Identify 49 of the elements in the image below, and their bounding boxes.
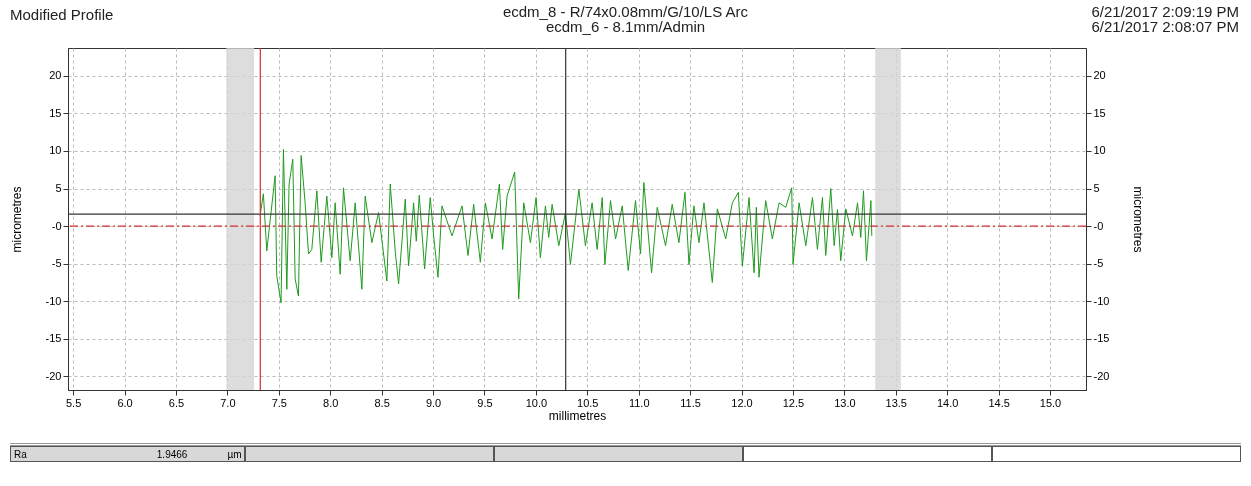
x-tick-label: 13.0 — [834, 396, 856, 409]
text: Ra — [14, 449, 27, 460]
x-tick-label: 13.5 — [885, 396, 907, 409]
x-tick-label: 14.5 — [988, 396, 1010, 409]
y-tick-label: -5 — [51, 257, 62, 270]
y2-tick-label: -5 — [1093, 257, 1104, 270]
x-tick-label: 9.5 — [477, 396, 493, 409]
y-tick-label: -0 — [51, 219, 62, 232]
x-tick-label: 8.5 — [374, 396, 390, 409]
y2-tick-label: 5 — [1093, 182, 1100, 195]
x-tick-label: 11.0 — [628, 396, 650, 409]
y-axis-title: micrometres — [9, 186, 24, 253]
x-tick-label: 12.5 — [782, 396, 805, 409]
x-tick-label: 10.5 — [577, 396, 599, 409]
x-tick-label: 5.5 — [65, 396, 82, 409]
x-tick-label: 12.0 — [731, 396, 753, 409]
x-tick-label: 10.0 — [525, 396, 548, 409]
y2-tick-label: 15 — [1093, 106, 1106, 119]
text: µm — [227, 449, 242, 460]
x-tick-label: 6.0 — [117, 396, 133, 409]
text: 6/21/2017 2:08:07 PM — [1091, 18, 1239, 35]
text: 1.9466 — [156, 449, 188, 460]
line-series — [259, 148, 873, 304]
y2-tick-label: -0 — [1093, 219, 1104, 232]
x-tick-label: 8.0 — [323, 396, 339, 409]
x-tick-label: 15.0 — [1039, 396, 1062, 409]
x-axis-title: millimetres — [548, 408, 607, 423]
y2-tick-label: 20 — [1093, 69, 1106, 82]
y2-axis-title: micrometres — [1131, 186, 1146, 253]
y-tick-label: 10 — [49, 144, 62, 157]
x-tick-label: 7.5 — [271, 396, 287, 409]
y-tick-label: 15 — [49, 106, 62, 119]
y-tick-label: -20 — [45, 369, 62, 382]
chart-title: Modified Profile — [10, 6, 114, 23]
y-tick-label: -15 — [45, 332, 62, 345]
y2-tick-label: -15 — [1093, 332, 1110, 345]
x-tick-label: 9.0 — [425, 396, 442, 409]
y2-tick-label: -10 — [1093, 294, 1110, 307]
x-tick-label: 11.5 — [680, 396, 701, 409]
x-tick-label: 7.0 — [220, 396, 236, 409]
chart-subtitle: ecdm_8 - R/74x0.08mm/G/10/LS Arc ecdm_6 - 8.1mm/Admin — [502, 3, 749, 35]
x-tick-label: 6.5 — [168, 396, 185, 409]
y-tick-label: 20 — [49, 69, 62, 82]
y2-tick-label: 10 — [1093, 144, 1106, 157]
y2-tick-label: -20 — [1093, 369, 1110, 382]
y-tick-label: -10 — [45, 294, 62, 307]
text: 6/21/2017 2:09:19 PM — [1091, 3, 1239, 20]
y-tick-label: 5 — [55, 182, 62, 195]
x-tick-label: 14.0 — [936, 396, 959, 409]
